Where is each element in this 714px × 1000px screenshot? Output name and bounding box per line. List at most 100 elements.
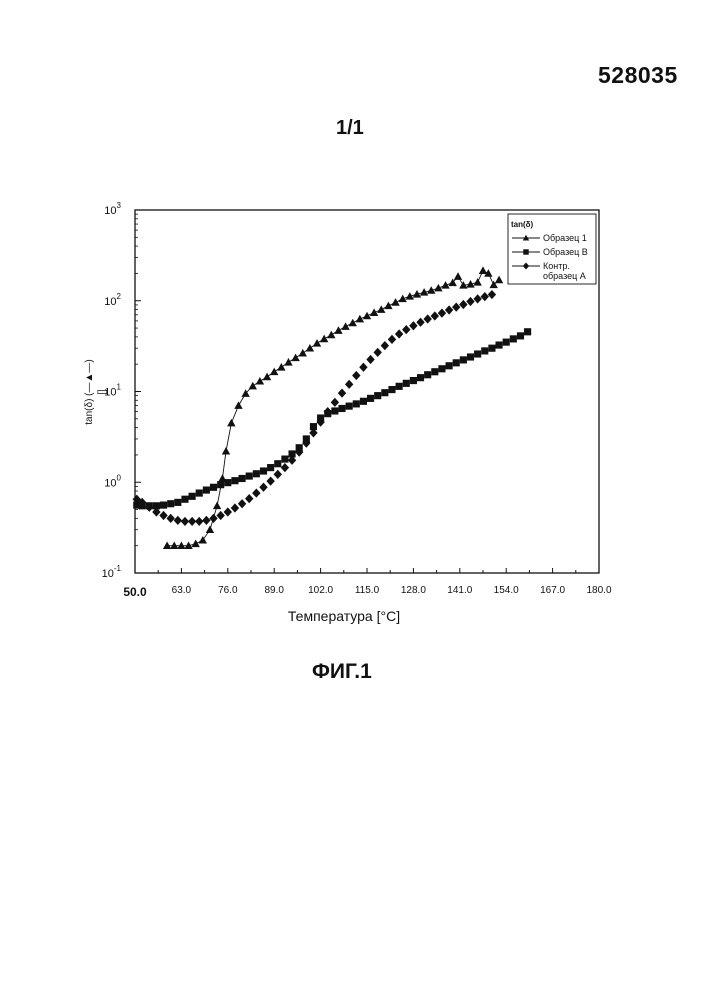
- square-marker: [524, 328, 531, 335]
- y-axis-label-group: tan(δ) (—▲—): [84, 359, 95, 424]
- triangle-marker: [398, 295, 406, 303]
- square-marker: [410, 377, 417, 384]
- legend-label: Образец B: [543, 247, 588, 257]
- diamond-marker: [266, 476, 274, 485]
- triangle-marker: [356, 315, 364, 323]
- legend-title: tan(δ): [511, 220, 534, 229]
- square-marker: [388, 386, 395, 393]
- y-tick-exponent: 0: [117, 473, 122, 482]
- square-marker: [260, 467, 267, 474]
- square-marker: [224, 479, 231, 486]
- x-tick-label: 128.0: [401, 585, 426, 596]
- diamond-marker: [423, 314, 431, 323]
- square-marker: [474, 350, 481, 357]
- triangle-marker: [320, 335, 328, 343]
- diamond-marker: [445, 305, 453, 314]
- square-marker: [331, 407, 338, 414]
- y-tick-label: 103: [104, 201, 121, 217]
- square-marker: [396, 383, 403, 390]
- diamond-marker: [466, 297, 474, 306]
- diamond-marker: [202, 516, 210, 525]
- x-tick-label: 89.0: [264, 585, 284, 596]
- triangle-marker: [454, 272, 462, 280]
- diamond-marker: [388, 335, 396, 344]
- diamond-marker: [395, 329, 403, 338]
- legend: tan(δ) Образец 1Образец BКонтр.образец A: [508, 214, 596, 284]
- x-tick-label: 141.0: [447, 585, 472, 596]
- series-layer: [133, 266, 532, 549]
- y-axis-unit: []: [97, 389, 108, 395]
- triangle-marker: [206, 526, 214, 534]
- square-marker: [217, 481, 224, 488]
- x-tick-label: 154.0: [494, 585, 519, 596]
- figure-caption: ФИГ.1: [312, 660, 372, 684]
- triangle-marker: [306, 344, 314, 352]
- square-marker: [374, 392, 381, 399]
- square-marker: [503, 339, 510, 346]
- y-tick-label: 102: [104, 292, 121, 308]
- diamond-marker: [359, 363, 367, 372]
- square-marker: [338, 405, 345, 412]
- triangle-marker: [191, 540, 199, 548]
- x-tick-label: 63.0: [172, 585, 192, 596]
- triangle-marker: [479, 266, 487, 274]
- x-tick-label: 167.0: [540, 585, 565, 596]
- square-marker: [467, 353, 474, 360]
- diamond-marker: [381, 341, 389, 350]
- square-marker: [453, 359, 460, 366]
- triangle-marker: [391, 298, 399, 306]
- x-tick-label: 115.0: [355, 585, 380, 596]
- triangle-marker: [299, 349, 307, 357]
- y-tick-exponent: 3: [117, 201, 122, 210]
- diamond-marker: [431, 311, 439, 320]
- triangle-marker: [249, 382, 257, 390]
- diamond-marker: [174, 516, 182, 525]
- diamond-marker: [216, 511, 224, 520]
- square-marker: [403, 380, 410, 387]
- square-marker: [189, 493, 196, 500]
- diamond-marker: [374, 348, 382, 357]
- triangle-marker: [227, 419, 235, 427]
- triangle-marker: [291, 354, 299, 362]
- triangle-marker: [370, 308, 378, 316]
- triangle-marker: [313, 339, 321, 347]
- diamond-marker: [231, 503, 239, 512]
- diamond-marker: [195, 517, 203, 526]
- triangle-marker: [334, 326, 342, 334]
- square-marker: [274, 460, 281, 467]
- square-marker: [353, 400, 360, 407]
- triangle-marker: [341, 322, 349, 330]
- diamond-marker: [366, 355, 374, 364]
- triangle-marker: [222, 447, 230, 455]
- x-axis-label: Температура [°C]: [288, 608, 400, 624]
- triangle-marker: [473, 278, 481, 286]
- diamond-marker: [488, 290, 496, 299]
- square-marker: [517, 332, 524, 339]
- triangle-marker: [427, 286, 435, 294]
- diamond-marker: [473, 294, 481, 303]
- x-tick-label: 50.0: [123, 585, 147, 599]
- square-marker: [460, 356, 467, 363]
- square-marker: [417, 374, 424, 381]
- square-marker: [160, 502, 167, 509]
- square-marker: [203, 487, 210, 494]
- diamond-marker: [224, 507, 232, 516]
- square-marker: [424, 371, 431, 378]
- legend-label: Контр.: [543, 261, 570, 271]
- y-tick-exponent: 1: [117, 383, 122, 392]
- triangle-marker: [213, 502, 221, 510]
- square-marker: [239, 475, 246, 482]
- y-tick-exponent: 2: [117, 292, 122, 301]
- x-tick-label: 180.0: [586, 585, 611, 596]
- diamond-marker: [209, 514, 217, 523]
- diamond-marker: [481, 292, 489, 301]
- triangle-marker: [284, 358, 292, 366]
- square-marker: [210, 484, 217, 491]
- y-tick-label: 100: [104, 473, 121, 489]
- legend-label: Образец 1: [543, 233, 587, 243]
- diamond-marker: [416, 318, 424, 327]
- diamond-marker: [281, 463, 289, 472]
- series-square: [133, 328, 531, 509]
- triangle-marker: [270, 368, 278, 376]
